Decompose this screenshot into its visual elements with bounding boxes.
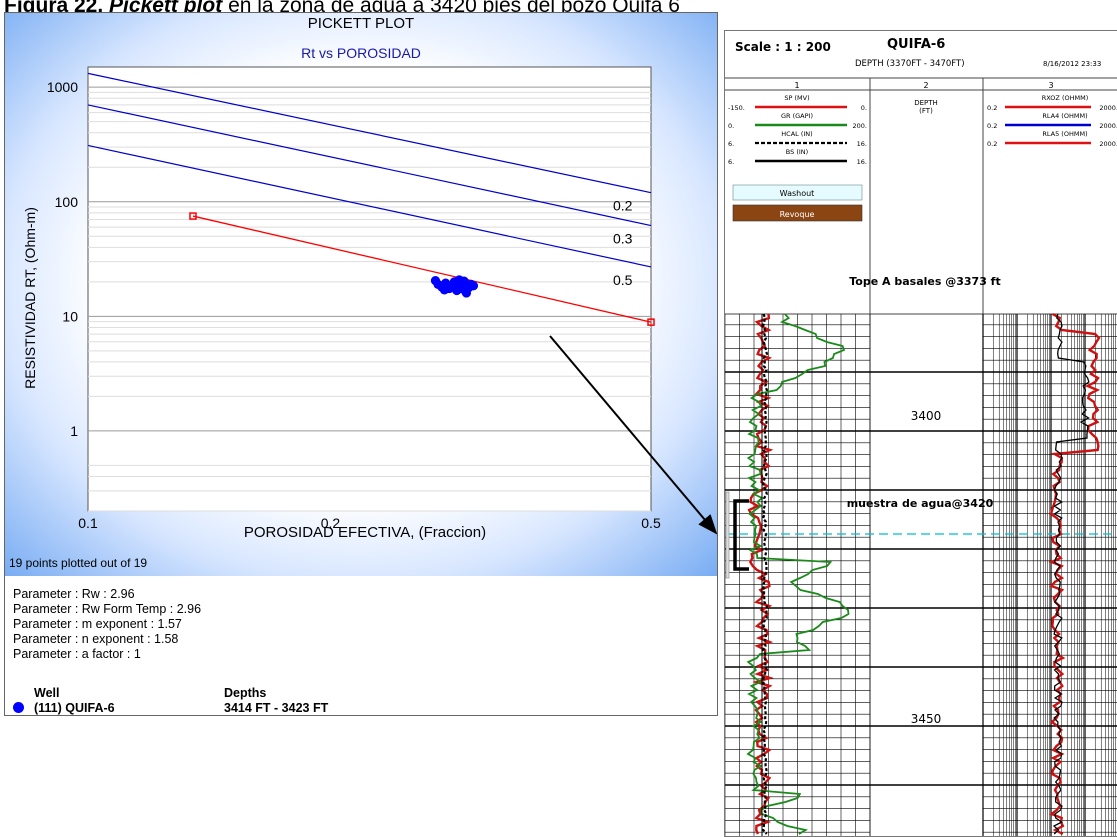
legend-marker	[13, 702, 24, 713]
track3-curve-right-scale: 2000.	[1099, 140, 1117, 148]
track1-curve-left-scale: 6.	[728, 158, 734, 166]
parameter-rw-form-temp: Parameter : Rw Form Temp : 2.96	[13, 602, 202, 616]
track1-curve-right-scale: 16.	[857, 158, 867, 166]
parameter-rw: Parameter : Rw : 2.96	[13, 587, 135, 601]
track-number-1: 1	[794, 81, 799, 90]
parameter-list: Parameter : Rw : 2.96 Parameter : Rw For…	[13, 587, 201, 662]
y-tick-label: 10	[62, 308, 78, 324]
track1-curve-name: BS (IN)	[786, 148, 808, 156]
legend-well-header: Well	[34, 685, 60, 700]
log-scale: Scale : 1 : 200	[735, 40, 831, 54]
y-tick-label: 100	[55, 194, 79, 210]
track3-curve-name: RXOZ (OHMM)	[1042, 94, 1088, 102]
pickett-plot-panel: PICKETT PLOT Rt vs POROSIDAD Multi well …	[4, 12, 718, 716]
y-tick-label: 1000	[47, 79, 78, 95]
data-point	[439, 285, 450, 295]
sample-interval-bracket	[733, 499, 749, 571]
chart-title: PICKETT PLOT	[307, 15, 415, 32]
parameter-a-factor: Parameter : a factor : 1	[13, 647, 141, 661]
log-date: 8/16/2012 23:33	[1043, 60, 1101, 68]
track1-curve-left-scale: 6.	[728, 140, 734, 148]
saturation-line	[87, 104, 652, 227]
track1-curve-left-scale: 0.	[728, 122, 734, 130]
track3-curve-right-scale: 2000.	[1099, 104, 1117, 112]
water-line-endpoint	[647, 318, 655, 326]
points-plotted-note: 19 points plotted out of 19	[9, 556, 147, 570]
track3-curve-name: RLA5 (OHMM)	[1042, 130, 1087, 138]
legend-depths-header: Depths	[224, 685, 267, 700]
gr-curve	[746, 313, 850, 835]
legend-well-name: (111) QUIFA-6	[34, 700, 115, 715]
annotation-muestra-agua: muestra de agua@3420	[847, 497, 994, 510]
track1-curve-name: HCAL (IN)	[781, 130, 812, 138]
chart-subtitle: Rt vs POROSIDAD	[301, 45, 421, 61]
saturation-line	[87, 72, 652, 194]
depth-label-3400: 3400	[911, 409, 942, 423]
annotation-tope-basales: Tope A basales @3373 ft	[849, 275, 1000, 288]
track1-curve-right-scale: 16.	[857, 140, 867, 148]
saturation-line-label: 0.3	[613, 231, 633, 247]
track1-curve-name: SP (MV)	[784, 94, 809, 102]
depth-header: DEPTH	[914, 99, 938, 107]
depth-unit: (FT)	[919, 107, 933, 115]
well-log: Scale : 1 : 200 QUIFA-6 DEPTH (3370FT - …	[725, 31, 1117, 836]
parameter-m-exponent: Parameter : m exponent : 1.57	[13, 617, 182, 631]
depth-label-3450: 3450	[911, 712, 942, 726]
y-tick-label: 1	[70, 423, 78, 439]
saturation-line	[87, 144, 652, 268]
track-number-2: 2	[923, 81, 928, 90]
data-point	[468, 281, 479, 291]
washout-label: Washout	[780, 189, 815, 198]
x-tick-label: 0.5	[641, 515, 661, 531]
log-depth-range: DEPTH (3370FT - 3470FT)	[855, 59, 965, 69]
x-axis-label: POROSIDAD EFECTIVA, (Fraccion)	[244, 524, 486, 541]
track3-curve-left-scale: 0.2	[987, 104, 997, 112]
track3-curve-left-scale: 0.2	[987, 140, 997, 148]
rxoz-curve	[1048, 312, 1101, 836]
saturation-line-label: 0.5	[613, 272, 633, 288]
water-line	[192, 215, 652, 323]
track3-curve-name: RLA4 (OHMM)	[1042, 112, 1087, 120]
track-number-3: 3	[1048, 81, 1053, 90]
track1-curve-right-scale: 200.	[853, 122, 867, 130]
track1-curve-name: GR (GAPI)	[781, 112, 813, 120]
saturation-line-label: 0.2	[613, 198, 633, 214]
revoque-swatch	[732, 204, 863, 222]
x-tick-label: 0.1	[78, 515, 98, 531]
parameter-n-exponent: Parameter : n exponent : 1.58	[13, 632, 179, 646]
rla4-curve	[1052, 313, 1090, 835]
data-point	[454, 275, 464, 285]
legend-depth-range: 3414 FT - 3423 FT	[224, 700, 329, 715]
revoque-label: Revoque	[780, 210, 815, 219]
track1-curve-right-scale: 0.	[861, 104, 867, 112]
track3-curve-left-scale: 0.2	[987, 122, 997, 130]
track1-curve-left-scale: -150.	[728, 104, 745, 112]
water-line-endpoint	[189, 212, 197, 220]
hcal-curve	[761, 313, 769, 835]
x-tick-label: 0.2	[321, 515, 341, 531]
log-well-name: QUIFA-6	[887, 37, 945, 52]
chart-legend: Well Depths (111) QUIFA-6 3414 FT - 3423…	[13, 685, 328, 715]
pickett-chart: 0.2 0.3 0.5 1 10 100 1000 0.1 0.2 0.5 POROSIDAD …	[9, 66, 661, 570]
sample-interval-marker	[725, 491, 730, 579]
washout-swatch	[732, 184, 863, 201]
well-log-panel: Scale : 1 : 200 QUIFA-6 DEPTH (3370FT - …	[724, 30, 1117, 837]
y-axis-label: RESISTIVIDAD RT, (Ohm-m)	[22, 207, 38, 389]
data-point	[458, 284, 468, 294]
track3-curve-right-scale: 2000.	[1099, 122, 1117, 130]
